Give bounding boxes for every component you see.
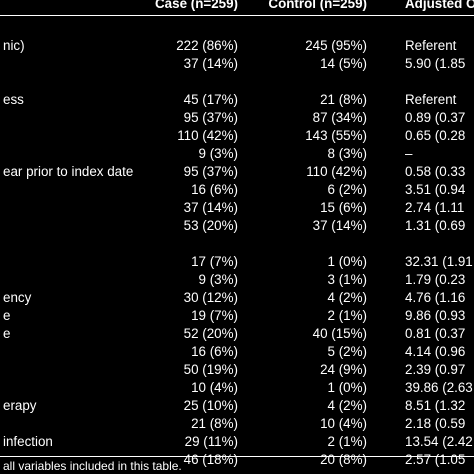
control-cell: 3 (1%) (327, 272, 367, 287)
control-cell: 21 (8%) (320, 92, 367, 107)
control-cell: 6 (2%) (327, 182, 367, 197)
row-label: ency (3, 290, 32, 305)
row-label: ear prior to index date (3, 164, 134, 179)
adjusted-or-cell: 1.31 (0.69 (405, 218, 466, 233)
row-label: e (3, 326, 11, 341)
case-cell: 222 (86%) (176, 38, 238, 53)
case-cell: 16 (6%) (191, 182, 238, 197)
control-cell: 4 (2%) (327, 398, 367, 413)
case-cell: 95 (37%) (183, 110, 238, 125)
case-cell: 21 (8%) (191, 416, 238, 431)
case-cell: 37 (14%) (183, 56, 238, 71)
control-cell: 1 (0%) (327, 380, 367, 395)
control-cell: 110 (42%) (306, 164, 367, 179)
control-cell: 24 (9%) (320, 362, 367, 377)
control-cell: 2 (1%) (327, 308, 367, 323)
row-label: e (3, 308, 11, 323)
adjusted-or-cell: 32.31 (1.91 (405, 254, 473, 269)
case-cell: 19 (7%) (191, 308, 238, 323)
case-cell: 9 (3%) (198, 146, 238, 161)
header-case: Case (n=259) (155, 0, 238, 11)
table-footnote: all variables included in this table. (3, 459, 182, 473)
control-cell: 8 (3%) (327, 146, 367, 161)
header-control: Control (n=259) (268, 0, 367, 11)
control-cell: 40 (15%) (312, 326, 367, 341)
adjusted-or-cell: 0.58 (0.33 (405, 164, 466, 179)
adjusted-or-cell: 39.86 (2.63 (405, 380, 473, 395)
adjusted-or-cell: 4.14 (0.96 (405, 344, 466, 359)
case-cell: 10 (4%) (191, 380, 238, 395)
adjusted-or-cell: – (405, 146, 413, 161)
control-cell: 1 (0%) (327, 254, 367, 269)
control-cell: 10 (4%) (320, 416, 367, 431)
header-rule (0, 15, 474, 16)
row-label: infection (3, 434, 53, 449)
control-cell: 245 (95%) (305, 38, 367, 53)
case-cell: 9 (3%) (198, 272, 238, 287)
bottom-rule (0, 456, 474, 457)
adjusted-or-cell: 8.51 (1.32 (405, 398, 466, 413)
control-cell: 15 (6%) (320, 200, 367, 215)
case-cell: 29 (11%) (184, 434, 238, 449)
adjusted-or-cell: 13.54 (2.42 (405, 434, 473, 449)
control-cell: 37 (14%) (312, 218, 367, 233)
adjusted-or-cell: Referent (405, 92, 457, 107)
case-cell: 17 (7%) (191, 254, 238, 269)
adjusted-or-cell: 2.39 (0.97 (405, 362, 466, 377)
case-cell: 16 (6%) (191, 344, 238, 359)
control-cell: 4 (2%) (327, 290, 367, 305)
case-cell: 53 (20%) (183, 218, 238, 233)
control-cell: 2 (1%) (327, 434, 367, 449)
adjusted-or-cell: 1.79 (0.23 (405, 272, 466, 287)
row-label: ess (3, 92, 24, 107)
adjusted-or-cell: 3.51 (0.94 (405, 182, 466, 197)
header-adjusted-odds-ratio: Adjusted O (405, 0, 474, 11)
control-cell: 20 (8%) (320, 452, 367, 467)
row-label: nic) (3, 38, 25, 53)
case-cell: 46 (18%) (183, 452, 238, 467)
adjusted-or-cell: 2.57 (1.05 (405, 452, 466, 467)
control-cell: 14 (5%) (320, 56, 367, 71)
adjusted-or-cell: 2.74 (1.11 (405, 200, 465, 215)
adjusted-or-cell: Referent (405, 38, 457, 53)
case-cell: 25 (10%) (183, 398, 238, 413)
adjusted-or-cell: 2.18 (0.59 (405, 416, 466, 431)
control-cell: 87 (34%) (312, 110, 367, 125)
adjusted-or-cell: 5.90 (1.85 (405, 56, 466, 71)
case-cell: 95 (37%) (183, 164, 238, 179)
adjusted-or-cell: 9.86 (0.93 (405, 308, 466, 323)
case-cell: 37 (14%) (183, 200, 238, 215)
adjusted-or-cell: 0.81 (0.37 (405, 326, 466, 341)
case-cell: 45 (17%) (183, 92, 238, 107)
adjusted-or-cell: 4.76 (1.16 (405, 290, 466, 305)
control-cell: 143 (55%) (305, 128, 367, 143)
case-cell: 110 (42%) (177, 128, 238, 143)
adjusted-or-cell: 0.65 (0.28 (405, 128, 466, 143)
case-cell: 52 (20%) (183, 326, 238, 341)
row-label: erapy (3, 398, 37, 413)
case-cell: 30 (12%) (183, 290, 238, 305)
adjusted-or-cell: 0.89 (0.37 (405, 110, 466, 125)
control-cell: 5 (2%) (327, 344, 367, 359)
case-cell: 50 (19%) (183, 362, 238, 377)
